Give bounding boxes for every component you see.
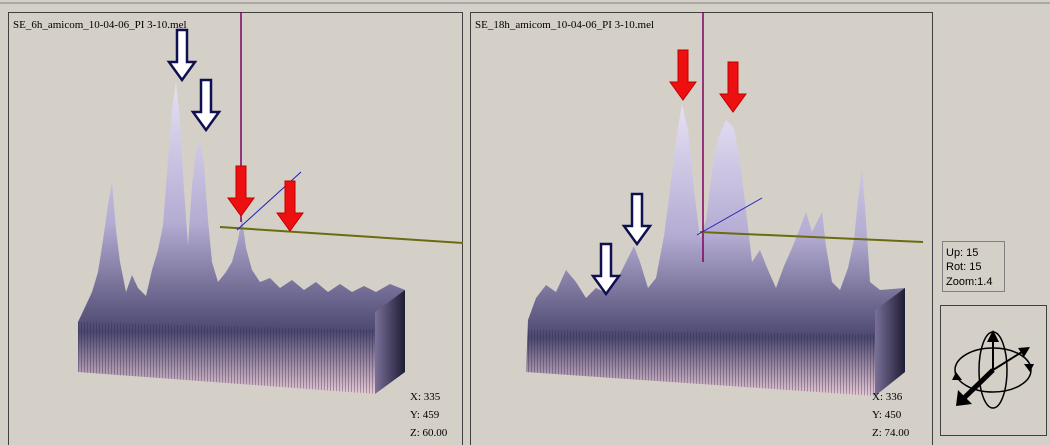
view-info: Up: 15 Rot: 15 Zoom:1.4 — [943, 242, 1005, 292]
plot-panel: SE_18h_amicom_10-04-06_PI 3-10.mel X: 33… — [471, 12, 933, 445]
zoom-value: Zoom:1.4 — [946, 276, 992, 288]
readout-z: Z: 74.00 — [872, 427, 910, 439]
readout-z: Z: 60.00 — [410, 427, 448, 439]
panel-title: SE_18h_amicom_10-04-06_PI 3-10.mel — [475, 19, 654, 31]
readout-x: X: 336 — [872, 391, 903, 403]
panel-title: SE_6h_amicom_10-04-06_PI 3-10.mel — [13, 19, 187, 31]
readout-x: X: 335 — [410, 391, 441, 403]
plot-panel: SE_6h_amicom_10-04-06_PI 3-10.mel X: 335… — [9, 12, 464, 445]
readout-y: Y: 450 — [872, 409, 902, 421]
up-value: Up: 15 — [946, 247, 978, 259]
rot-value: Rot: 15 — [946, 261, 981, 273]
app-window: SE_6h_amicom_10-04-06_PI 3-10.mel X: 335… — [0, 0, 1050, 445]
readout-y: Y: 459 — [410, 409, 440, 421]
rotation-control[interactable] — [941, 306, 1047, 436]
